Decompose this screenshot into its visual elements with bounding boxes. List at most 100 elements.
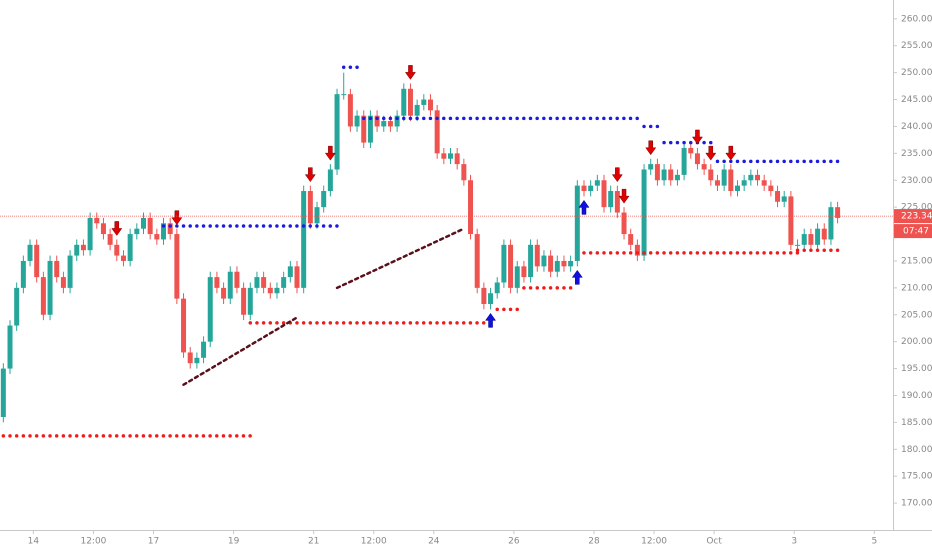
y-tick-label: 175.00: [901, 472, 932, 482]
signal-arrow-down: [611, 167, 623, 183]
candle-body: [694, 153, 700, 165]
candle-body: [127, 234, 133, 261]
candle-body: [334, 94, 340, 170]
candle-body: [374, 115, 380, 127]
candle-body: [347, 94, 353, 127]
candle-body: [167, 223, 173, 235]
x-tick-label: 5: [871, 537, 877, 547]
candle-body: [835, 207, 841, 218]
y-tick-label: 235.00: [901, 149, 932, 159]
candle-body: [648, 164, 654, 170]
candle-body: [668, 169, 674, 181]
candle-body: [521, 266, 527, 278]
candle-body: [67, 255, 73, 288]
candle-body: [721, 169, 727, 186]
candle-body: [514, 266, 520, 288]
candle-body: [714, 180, 720, 186]
x-tick-label: 12:00: [361, 537, 387, 547]
x-tick-label: 3: [791, 537, 797, 547]
signal-arrow-down: [304, 167, 316, 183]
candle-body: [214, 277, 220, 288]
candle-body: [474, 234, 480, 288]
candle-body: [40, 277, 46, 315]
candle-body: [581, 185, 587, 192]
candle-body: [234, 271, 240, 288]
candle-body: [161, 223, 167, 240]
y-tick-label: 185.00: [901, 418, 932, 428]
candle-body: [254, 277, 260, 288]
candle-body: [641, 169, 647, 256]
candle-body: [34, 244, 40, 278]
candle-body: [274, 287, 280, 294]
candle-body: [194, 357, 200, 364]
candle-body: [321, 191, 327, 208]
countdown-label: 07:47: [903, 227, 929, 237]
candle-body: [80, 244, 86, 251]
signal-arrow-down: [171, 210, 183, 226]
candle-body: [247, 287, 253, 315]
candle-body: [201, 341, 207, 358]
candle-body: [100, 223, 106, 235]
candle-body: [621, 212, 627, 235]
y-tick-label: 170.00: [901, 499, 932, 509]
candle-body: [301, 191, 307, 288]
y-tick-label: 240.00: [901, 122, 932, 132]
candle-body: [828, 207, 834, 240]
candle-body: [801, 234, 807, 245]
candle-body: [755, 174, 761, 181]
candle-body: [501, 244, 507, 283]
candle-body: [147, 217, 153, 235]
candle-body: [327, 169, 333, 192]
candle-body: [414, 104, 420, 116]
candle-body: [494, 282, 500, 294]
candle-body: [74, 244, 80, 256]
y-tick-label: 230.00: [901, 176, 932, 186]
y-tick-label: 255.00: [901, 41, 932, 51]
candle-body: [187, 352, 193, 364]
candle-body: [601, 180, 607, 208]
candle-body: [688, 147, 694, 154]
candle-body: [508, 244, 514, 288]
candle-body: [554, 260, 560, 272]
candle-body: [0, 368, 6, 418]
candle-body: [14, 287, 20, 326]
candle-body: [808, 234, 814, 245]
candle-body: [701, 164, 707, 170]
candle-body: [661, 169, 667, 181]
y-tick-label: 205.00: [901, 310, 932, 320]
candle-body: [401, 88, 407, 116]
candle-body: [468, 180, 474, 235]
candle-body: [574, 185, 580, 261]
candle-body: [528, 244, 534, 278]
x-tick-label: 17: [148, 537, 159, 547]
candle-body: [741, 180, 747, 186]
candle-body: [781, 196, 787, 202]
candle-body: [608, 191, 614, 208]
candle-body: [387, 121, 393, 127]
candle-body: [481, 287, 487, 305]
candle-body: [628, 234, 634, 245]
x-tick-label: 21: [308, 537, 319, 547]
x-tick-label: 28: [588, 537, 600, 547]
y-tick-label: 200.00: [901, 337, 932, 347]
y-tick-label: 210.00: [901, 283, 932, 293]
candle-body: [421, 99, 427, 105]
candle-body: [594, 180, 600, 186]
candle-body: [341, 94, 347, 96]
signal-arrow-down: [725, 145, 737, 161]
x-tick-label: 19: [228, 537, 240, 547]
candle-body: [681, 147, 687, 175]
candle-body: [294, 266, 300, 288]
signal-arrow-up: [485, 312, 497, 328]
candle-body: [281, 277, 287, 288]
candle-body: [461, 164, 467, 181]
candle-body: [381, 121, 387, 127]
signal-arrow-down: [324, 145, 336, 161]
candle-body: [815, 228, 821, 245]
y-tick-label: 190.00: [901, 391, 932, 401]
candle-body: [207, 277, 213, 342]
signal-arrow-down: [618, 188, 630, 204]
candle-body: [154, 234, 160, 240]
candle-body: [287, 266, 293, 278]
